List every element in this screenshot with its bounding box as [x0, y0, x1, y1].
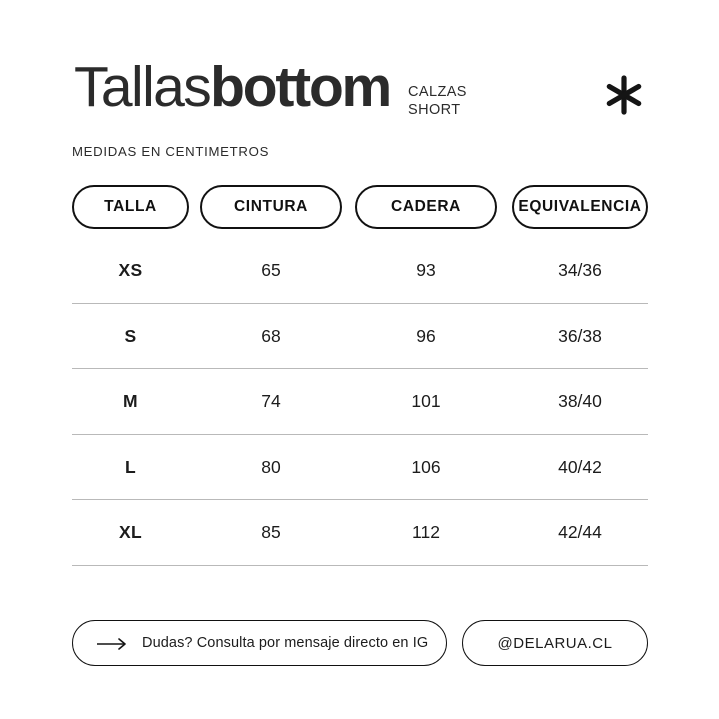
instagram-handle-button[interactable]: @DELARUA.CL	[462, 620, 648, 666]
cell-cadera: 106	[411, 456, 441, 477]
cell-equivalencia: 40/42	[558, 456, 602, 477]
kicker-line-1: CALZAS	[408, 84, 467, 100]
cell-cadera: 101	[411, 391, 441, 412]
table-row: XL 85 112 42/44	[0, 500, 719, 566]
table-column-headers: TALLA CINTURA CADERA EQUIVALENCIA	[0, 185, 719, 231]
column-header-cadera-label: CADERA	[391, 198, 461, 215]
row-divider	[72, 433, 648, 435]
row-divider	[72, 368, 648, 369]
cell-equivalencia: 42/44	[558, 522, 602, 543]
page-title: Tallasbottom	[74, 55, 392, 119]
cell-equivalencia: 36/38	[558, 325, 602, 346]
column-header-equivalencia-label: EQUIVALENCIA	[518, 198, 642, 215]
cell-cadera: 112	[412, 522, 440, 543]
header: Tallasbottom CALZAS SHORT MEDIDAS EN CEN…	[72, 56, 667, 166]
column-header-cadera[interactable]: CADERA	[355, 185, 497, 229]
table-row: S 68 96 36/38	[0, 304, 719, 369]
measurement-unit-note: MEDIDAS EN CENTIMETROS	[72, 144, 270, 159]
title-bold: bottom	[210, 55, 392, 119]
contact-button[interactable]: Dudas? Consulta por mensaje directo en I…	[72, 620, 447, 666]
kicker-line-2: SHORT	[408, 101, 461, 118]
table-row: XS 65 93 34/36	[0, 238, 719, 304]
cell-cadera: 96	[416, 325, 436, 346]
footer: Dudas? Consulta por mensaje directo en I…	[0, 620, 719, 668]
instagram-handle-label: @DELARUA.CL	[497, 634, 613, 652]
title-light: Tallas	[74, 55, 212, 119]
column-header-equivalencia[interactable]: EQUIVALENCIA	[512, 185, 648, 229]
contact-button-label: Dudas? Consulta por mensaje directo en I…	[142, 635, 429, 651]
column-header-talla-label: TALLA	[104, 198, 157, 215]
table-row: M 74 101 38/40	[0, 369, 719, 435]
cell-cintura: 68	[261, 325, 281, 346]
arrow-right-icon	[96, 637, 128, 650]
cell-talla: L	[125, 456, 136, 477]
cell-cintura: 80	[261, 456, 281, 477]
column-header-talla[interactable]: TALLA	[72, 185, 189, 229]
cell-talla: M	[123, 391, 138, 412]
column-header-cintura-label: CINTURA	[234, 198, 308, 215]
size-table-body: XS 65 93 34/36 S 68 96 36/38 M 74 101 38…	[0, 238, 719, 566]
table-row: L 80 106 40/42	[0, 435, 719, 500]
cell-cadera: 93	[416, 260, 436, 281]
cell-equivalencia: 34/36	[558, 260, 602, 281]
row-divider	[72, 302, 648, 304]
product-kicker: CALZAS SHORT	[408, 84, 467, 119]
column-header-cintura[interactable]: CINTURA	[200, 185, 342, 229]
cell-talla: S	[124, 325, 137, 346]
row-divider	[72, 499, 648, 500]
cell-talla: XS	[118, 260, 143, 281]
title-row: Tallasbottom CALZAS SHORT	[72, 56, 667, 119]
row-divider	[72, 564, 648, 566]
cell-cintura: 74	[261, 391, 281, 412]
asterisk-icon	[601, 72, 647, 118]
cell-cintura: 85	[261, 522, 281, 543]
cell-cintura: 65	[261, 260, 281, 281]
cell-talla: XL	[119, 522, 142, 543]
cell-equivalencia: 38/40	[558, 391, 602, 412]
